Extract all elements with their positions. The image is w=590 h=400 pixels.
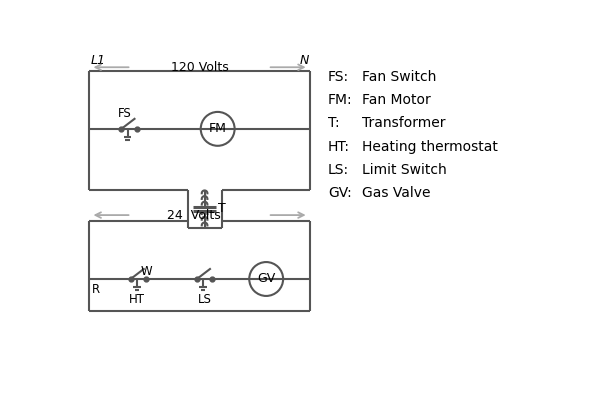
Text: LS:: LS: — [328, 163, 349, 177]
Text: GV: GV — [257, 272, 276, 286]
Text: Fan Motor: Fan Motor — [362, 93, 431, 107]
Text: Gas Valve: Gas Valve — [362, 186, 431, 200]
Text: Heating thermostat: Heating thermostat — [362, 140, 499, 154]
Text: W: W — [141, 265, 153, 278]
Text: LS: LS — [198, 292, 212, 306]
Text: FM:: FM: — [328, 93, 352, 107]
Text: HT: HT — [129, 292, 145, 306]
Text: T: T — [218, 202, 226, 216]
Text: FM: FM — [209, 122, 227, 135]
Text: 120 Volts: 120 Volts — [171, 61, 228, 74]
Text: GV:: GV: — [328, 186, 352, 200]
Text: Limit Switch: Limit Switch — [362, 163, 447, 177]
Text: Fan Switch: Fan Switch — [362, 70, 437, 84]
Text: L1: L1 — [91, 54, 106, 67]
Text: FS: FS — [117, 107, 132, 120]
Text: T:: T: — [328, 116, 339, 130]
Text: N: N — [299, 54, 309, 67]
Text: HT:: HT: — [328, 140, 350, 154]
Text: Transformer: Transformer — [362, 116, 446, 130]
Text: FS:: FS: — [328, 70, 349, 84]
Text: R: R — [91, 283, 100, 296]
Text: 24  Volts: 24 Volts — [166, 208, 220, 222]
